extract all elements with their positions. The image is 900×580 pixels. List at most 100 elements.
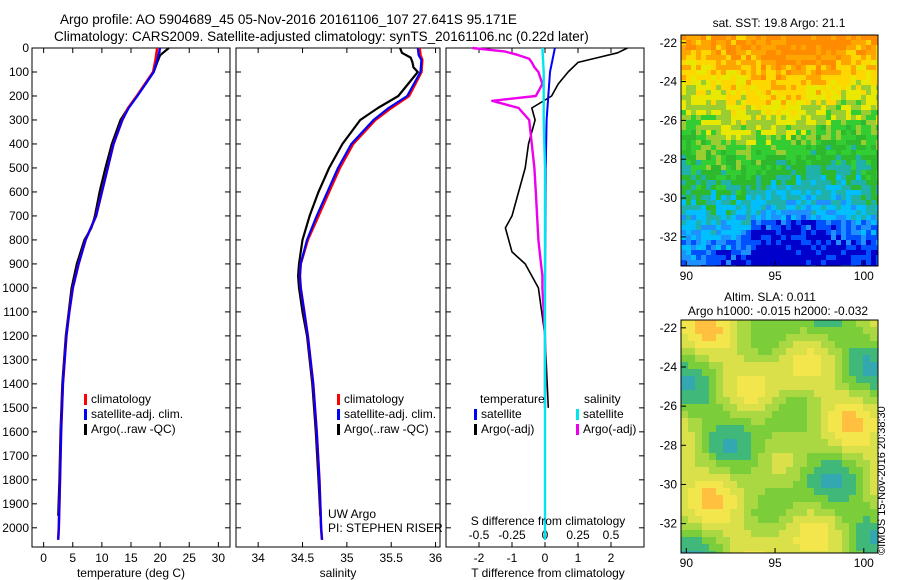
sla-map-cell: [772, 383, 779, 390]
sla-map-cell: [793, 425, 800, 432]
sst-map-cell: [761, 120, 766, 125]
sst-map-cell: [846, 105, 851, 110]
salinity-frame: [235, 47, 441, 548]
sla-map-cell: [737, 404, 744, 411]
sst-map-cell: [861, 35, 866, 40]
sla-map-cell: [786, 481, 793, 488]
sla-map-cell: [814, 537, 821, 544]
sla-map-cell: [702, 453, 709, 460]
sst-map-cell: [866, 110, 871, 115]
header-line-1: Argo profile: AO 5904689_45 05-Nov-2016 …: [60, 12, 517, 27]
sst-map-cell: [716, 105, 721, 110]
sst-map-cell: [821, 190, 826, 195]
sst-map-cell: [871, 170, 876, 175]
sla-map-cell: [751, 544, 758, 551]
sst-map-cell: [876, 160, 878, 165]
sst-map-cell: [731, 220, 736, 225]
sla-map-cell: [828, 474, 835, 481]
sst-map-cell: [846, 115, 851, 120]
sst-map-cell: [716, 65, 721, 70]
sst-map-cell: [816, 190, 821, 195]
sla-map-cell: [737, 502, 744, 509]
sla-map-cell: [688, 481, 695, 488]
sst-map-cell: [686, 230, 691, 235]
sst-map-cell: [701, 35, 706, 40]
sst-map-cell: [726, 220, 731, 225]
sst-map-cell: [861, 135, 866, 140]
sst-map-cell: [746, 210, 751, 215]
sst-map-cell: [781, 235, 786, 240]
sla-map-cell: [709, 376, 716, 383]
sst-map-cell: [836, 120, 841, 125]
sst-map-cell: [726, 40, 731, 45]
sla-map-cell: [716, 404, 723, 411]
sst-map-cell: [876, 170, 878, 175]
sst-map-cell: [736, 70, 741, 75]
sla-map-cell: [807, 376, 814, 383]
sla-map-cell: [828, 502, 835, 509]
sst-map-cell: [806, 235, 811, 240]
sst-map-cell: [766, 150, 771, 155]
sla-map-cell: [695, 460, 702, 467]
y-tick-label: 300: [9, 113, 29, 127]
sst-map-cell: [771, 240, 776, 245]
sst-map-cell: [861, 140, 866, 145]
sla-map-cell: [751, 425, 758, 432]
sst-map-cell: [746, 100, 751, 105]
sst-map-cell: [786, 140, 791, 145]
sst-map-cell: [861, 60, 866, 65]
sst-map-cell: [726, 235, 731, 240]
sst-map-cell: [686, 140, 691, 145]
sst-map-cell: [846, 260, 851, 265]
sla-map-cell: [828, 320, 835, 327]
sla-map-cell: [765, 530, 772, 537]
sla-map-cell: [716, 320, 723, 327]
sst-map-cell: [836, 255, 841, 260]
sst-map-cell: [706, 60, 711, 65]
sst-map-cell: [681, 205, 686, 210]
sla-map-cell: [835, 376, 842, 383]
sst-map-cell: [826, 35, 831, 40]
sst-map-cell: [841, 245, 846, 250]
sst-map-cell: [771, 35, 776, 40]
sst-map-cell: [746, 240, 751, 245]
sal-legend-sat-label: satellite-adj. clim.: [344, 407, 436, 421]
sla-map-cell: [709, 537, 716, 544]
sst-map-title: sat. SST: 19.8 Argo: 21.1: [713, 16, 846, 30]
sla-map-cell: [856, 334, 863, 341]
y-tick-label: 1800: [2, 473, 29, 487]
temperature-satellite-line: [57, 47, 162, 540]
sst-map-cell: [816, 240, 821, 245]
sla-map-cell: [814, 460, 821, 467]
salinity-argo-line: [297, 47, 419, 516]
sst-map-cell: [796, 130, 801, 135]
sst-map-cell: [876, 60, 878, 65]
sst-map-cell: [786, 170, 791, 175]
sst-map-cell: [681, 130, 686, 135]
sst-map-cell: [776, 35, 781, 40]
sst-map-cell: [781, 50, 786, 55]
sst-map-cell: [866, 125, 871, 130]
sla-map-cell: [744, 383, 751, 390]
sla-map-cell: [709, 551, 716, 553]
sst-map-cell: [821, 165, 826, 170]
sla-map-cell: [723, 390, 730, 397]
sla-map-cell: [786, 495, 793, 502]
sst-map-cell: [736, 100, 741, 105]
sst-map-cell: [871, 230, 876, 235]
sst-map-cell: [791, 35, 796, 40]
sst-map-cell: [746, 225, 751, 230]
sst-map-cell: [751, 120, 756, 125]
sst-map-cell: [806, 260, 811, 265]
sst-map-cell: [696, 90, 701, 95]
sst-map-cell: [816, 200, 821, 205]
sst-map-cell: [871, 35, 876, 40]
sst-map-cell: [726, 55, 731, 60]
sla-map-cell: [758, 327, 765, 334]
sst-map-cell: [686, 115, 691, 120]
sst-map-cell: [876, 90, 878, 95]
sla-map-cell: [800, 425, 807, 432]
sla-map-cell: [716, 537, 723, 544]
sst-map-cell: [836, 60, 841, 65]
sla-map-cell: [821, 362, 828, 369]
